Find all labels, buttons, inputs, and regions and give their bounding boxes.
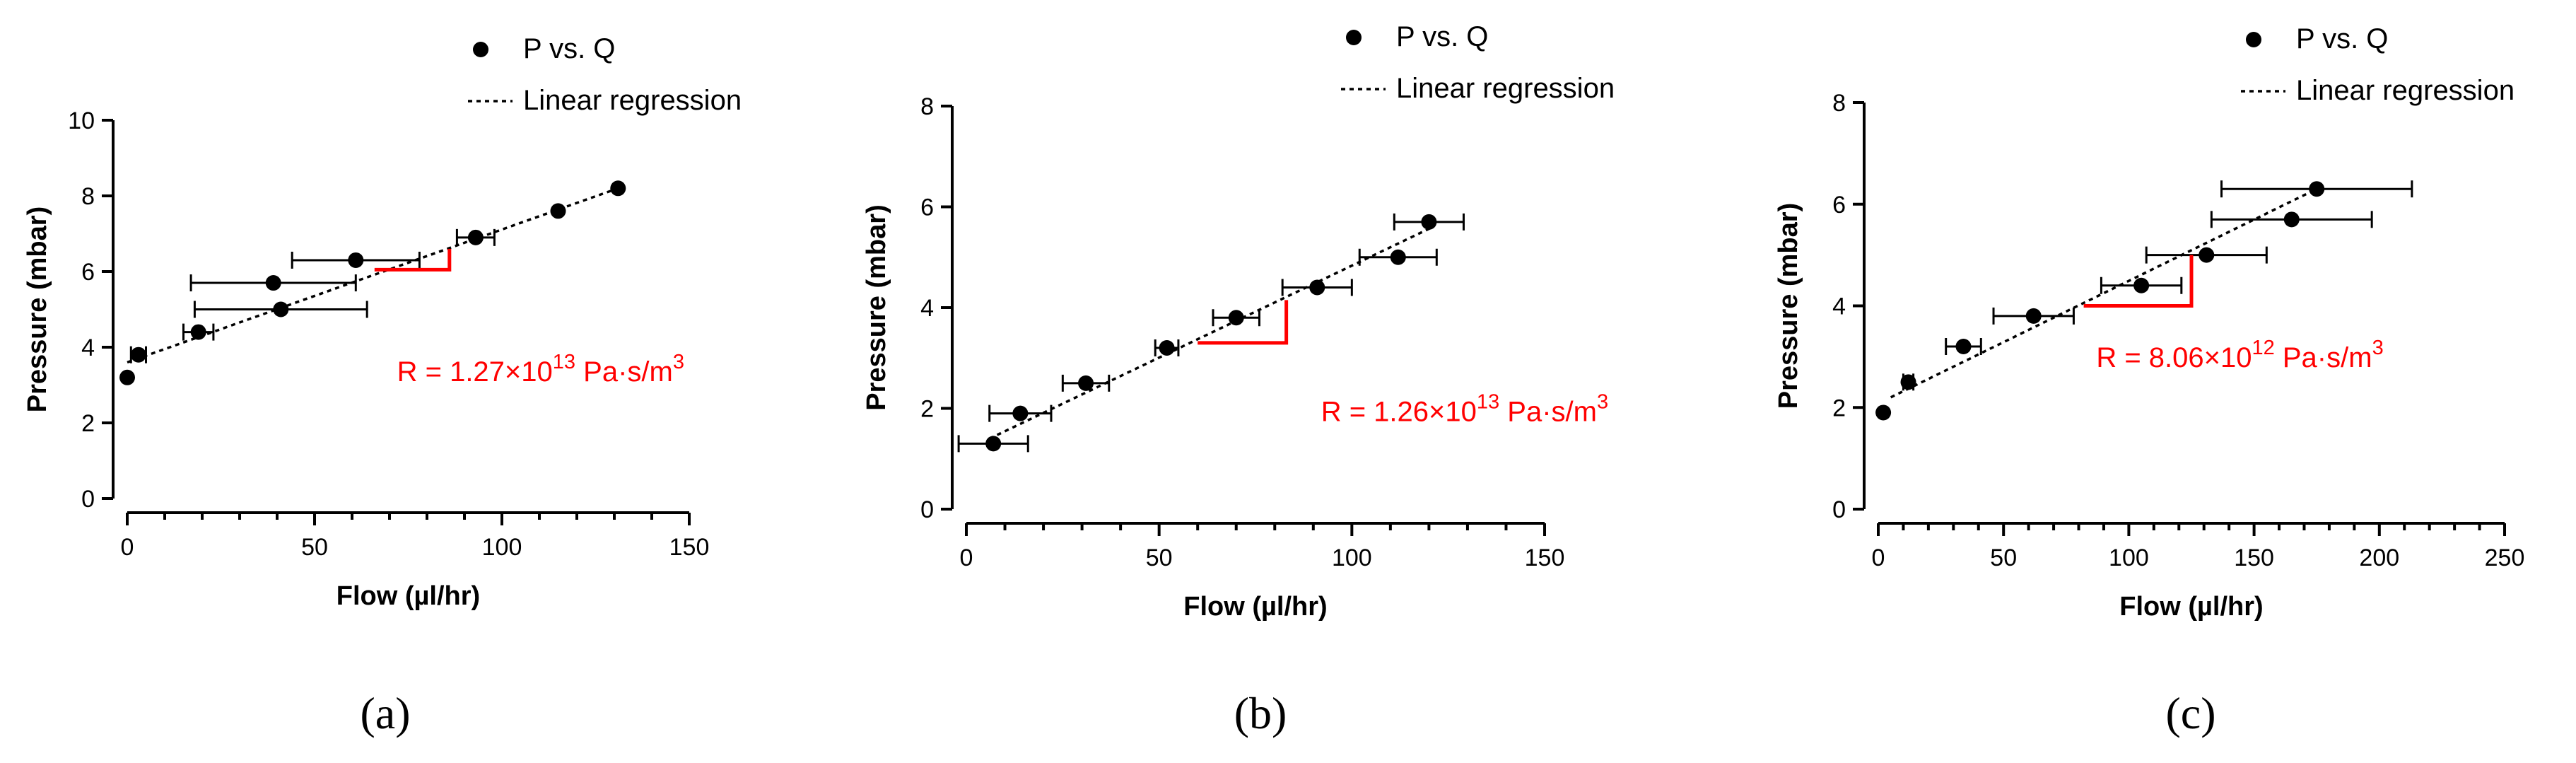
y-tick-label: 8 (920, 93, 934, 120)
data-point (1955, 339, 1972, 354)
x-tick-label: 50 (1990, 544, 2017, 571)
annotation-base: R = 1.27×10 (397, 356, 553, 388)
y-tick-label: 4 (920, 295, 934, 322)
x-tick-label: 150 (669, 534, 710, 561)
y-tick-label: 6 (1832, 192, 1846, 219)
legend-marker-dot (2246, 32, 2261, 47)
y-tick-label: 8 (1832, 90, 1846, 117)
data-point (1078, 375, 1094, 391)
annotation-base: R = 8.06×10 (2096, 342, 2252, 373)
x-tick-label: 100 (1332, 544, 1372, 571)
y-tick-label: 0 (1832, 496, 1846, 523)
y-tick-label: 10 (68, 107, 95, 134)
data-point (130, 346, 146, 363)
slope-marker (1198, 300, 1289, 345)
panel-label: (c) (2165, 688, 2215, 738)
x-tick-label: 100 (482, 534, 522, 561)
resistance-annotation: R = 1.26×1013 Pa·s/m3 (1321, 390, 1608, 427)
data-point (550, 203, 566, 219)
annotation-unit: Pa·s/m (575, 356, 673, 388)
y-tick-label: 8 (81, 183, 95, 210)
data-point (190, 324, 206, 340)
data-point (348, 252, 364, 268)
x-tick-label: 100 (2109, 544, 2149, 571)
x-tick-label: 0 (121, 534, 134, 561)
y-tick-label: 2 (1832, 395, 1846, 421)
data-point (2133, 277, 2150, 293)
x-axis-title: Flow (µl/hr) (2119, 592, 2263, 622)
x-tick-label: 200 (2359, 544, 2399, 571)
legend-label-regression: Linear regression (523, 85, 742, 116)
panel-label: (b) (1234, 688, 1287, 738)
data-point (1875, 404, 1892, 421)
y-tick-label: 2 (81, 410, 95, 437)
y-tick-label: 2 (920, 396, 934, 423)
data-point (1309, 279, 1325, 296)
y-tick-label: 4 (1832, 293, 1846, 320)
annotation-base: R = 1.26×10 (1321, 396, 1477, 427)
x-axis-title: Flow (µl/hr) (336, 581, 480, 611)
data-point (467, 229, 484, 245)
y-axis-title: Pressure (mbar) (1774, 203, 1803, 409)
y-tick-label: 0 (920, 496, 934, 523)
annotation-unit-exponent: 3 (673, 351, 684, 373)
x-tick-label: 0 (1872, 544, 1885, 571)
x-tick-label: 50 (301, 534, 328, 561)
regression-line (1890, 187, 2317, 399)
y-tick-label: 6 (920, 194, 934, 221)
y-tick-label: 4 (81, 334, 95, 361)
chart-panel-b: 0 2 4 6 8 0 50 100 150 Flow (µl/hr) Pressure (mbar… (862, 21, 1615, 738)
legend-marker-dot (473, 42, 488, 57)
legend-label-regression: Linear regression (2296, 75, 2514, 106)
annotation-exponent: 12 (2252, 337, 2275, 359)
chart-panel-c: 0 2 4 6 8 0 50 100 150 200 250 Flow (µl/hr) Pressure… (1774, 23, 2524, 738)
data-point (119, 369, 135, 385)
y-axis-title: Pressure (mbar) (862, 204, 891, 410)
slope-marker (374, 248, 452, 272)
y-tick-label: 6 (81, 259, 95, 286)
legend-label-regression: Linear regression (1396, 73, 1615, 104)
annotation-unit-exponent: 3 (2372, 337, 2384, 359)
data-point (985, 436, 1002, 452)
resistance-annotation: R = 8.06×1012 Pa·s/m3 (2096, 337, 2383, 373)
legend-marker-dot (1346, 30, 1362, 45)
data-point (265, 275, 281, 291)
data-point (1012, 405, 1029, 421)
data-point (1390, 249, 1406, 265)
x-tick-label: 250 (2485, 544, 2525, 571)
data-point (1421, 214, 1437, 230)
annotation-exponent: 13 (553, 351, 575, 373)
panel-label: (a) (360, 688, 410, 738)
annotation-unit: Pa·s/m (2275, 342, 2372, 373)
y-axis-title: Pressure (mbar) (23, 206, 52, 412)
regression-line (127, 187, 619, 364)
data-point (2283, 211, 2300, 228)
x-tick-label: 150 (1525, 544, 1565, 571)
slope-marker (2083, 255, 2194, 308)
data-point (273, 301, 289, 318)
x-tick-label: 0 (960, 544, 973, 571)
x-axis-title: Flow (µl/hr) (1183, 592, 1327, 622)
annotation-exponent: 13 (1477, 390, 1499, 413)
legend-label-points: P vs. Q (1396, 21, 1488, 52)
x-tick-label: 150 (2234, 544, 2274, 571)
legend-label-points: P vs. Q (2296, 23, 2388, 54)
data-point (610, 180, 626, 197)
data-point (2025, 308, 2042, 324)
data-point (2199, 247, 2215, 263)
resistance-annotation: R = 1.27×1013 Pa·s/m3 (397, 351, 684, 388)
data-point (1900, 374, 1916, 390)
data-point (1228, 310, 1244, 326)
legend-label-points: P vs. Q (523, 33, 615, 64)
y-tick-label: 0 (81, 486, 95, 513)
data-point (2309, 181, 2325, 197)
annotation-unit: Pa·s/m (1499, 396, 1597, 427)
annotation-unit-exponent: 3 (1597, 390, 1608, 413)
x-tick-label: 50 (1146, 544, 1173, 571)
data-point (1159, 340, 1175, 356)
